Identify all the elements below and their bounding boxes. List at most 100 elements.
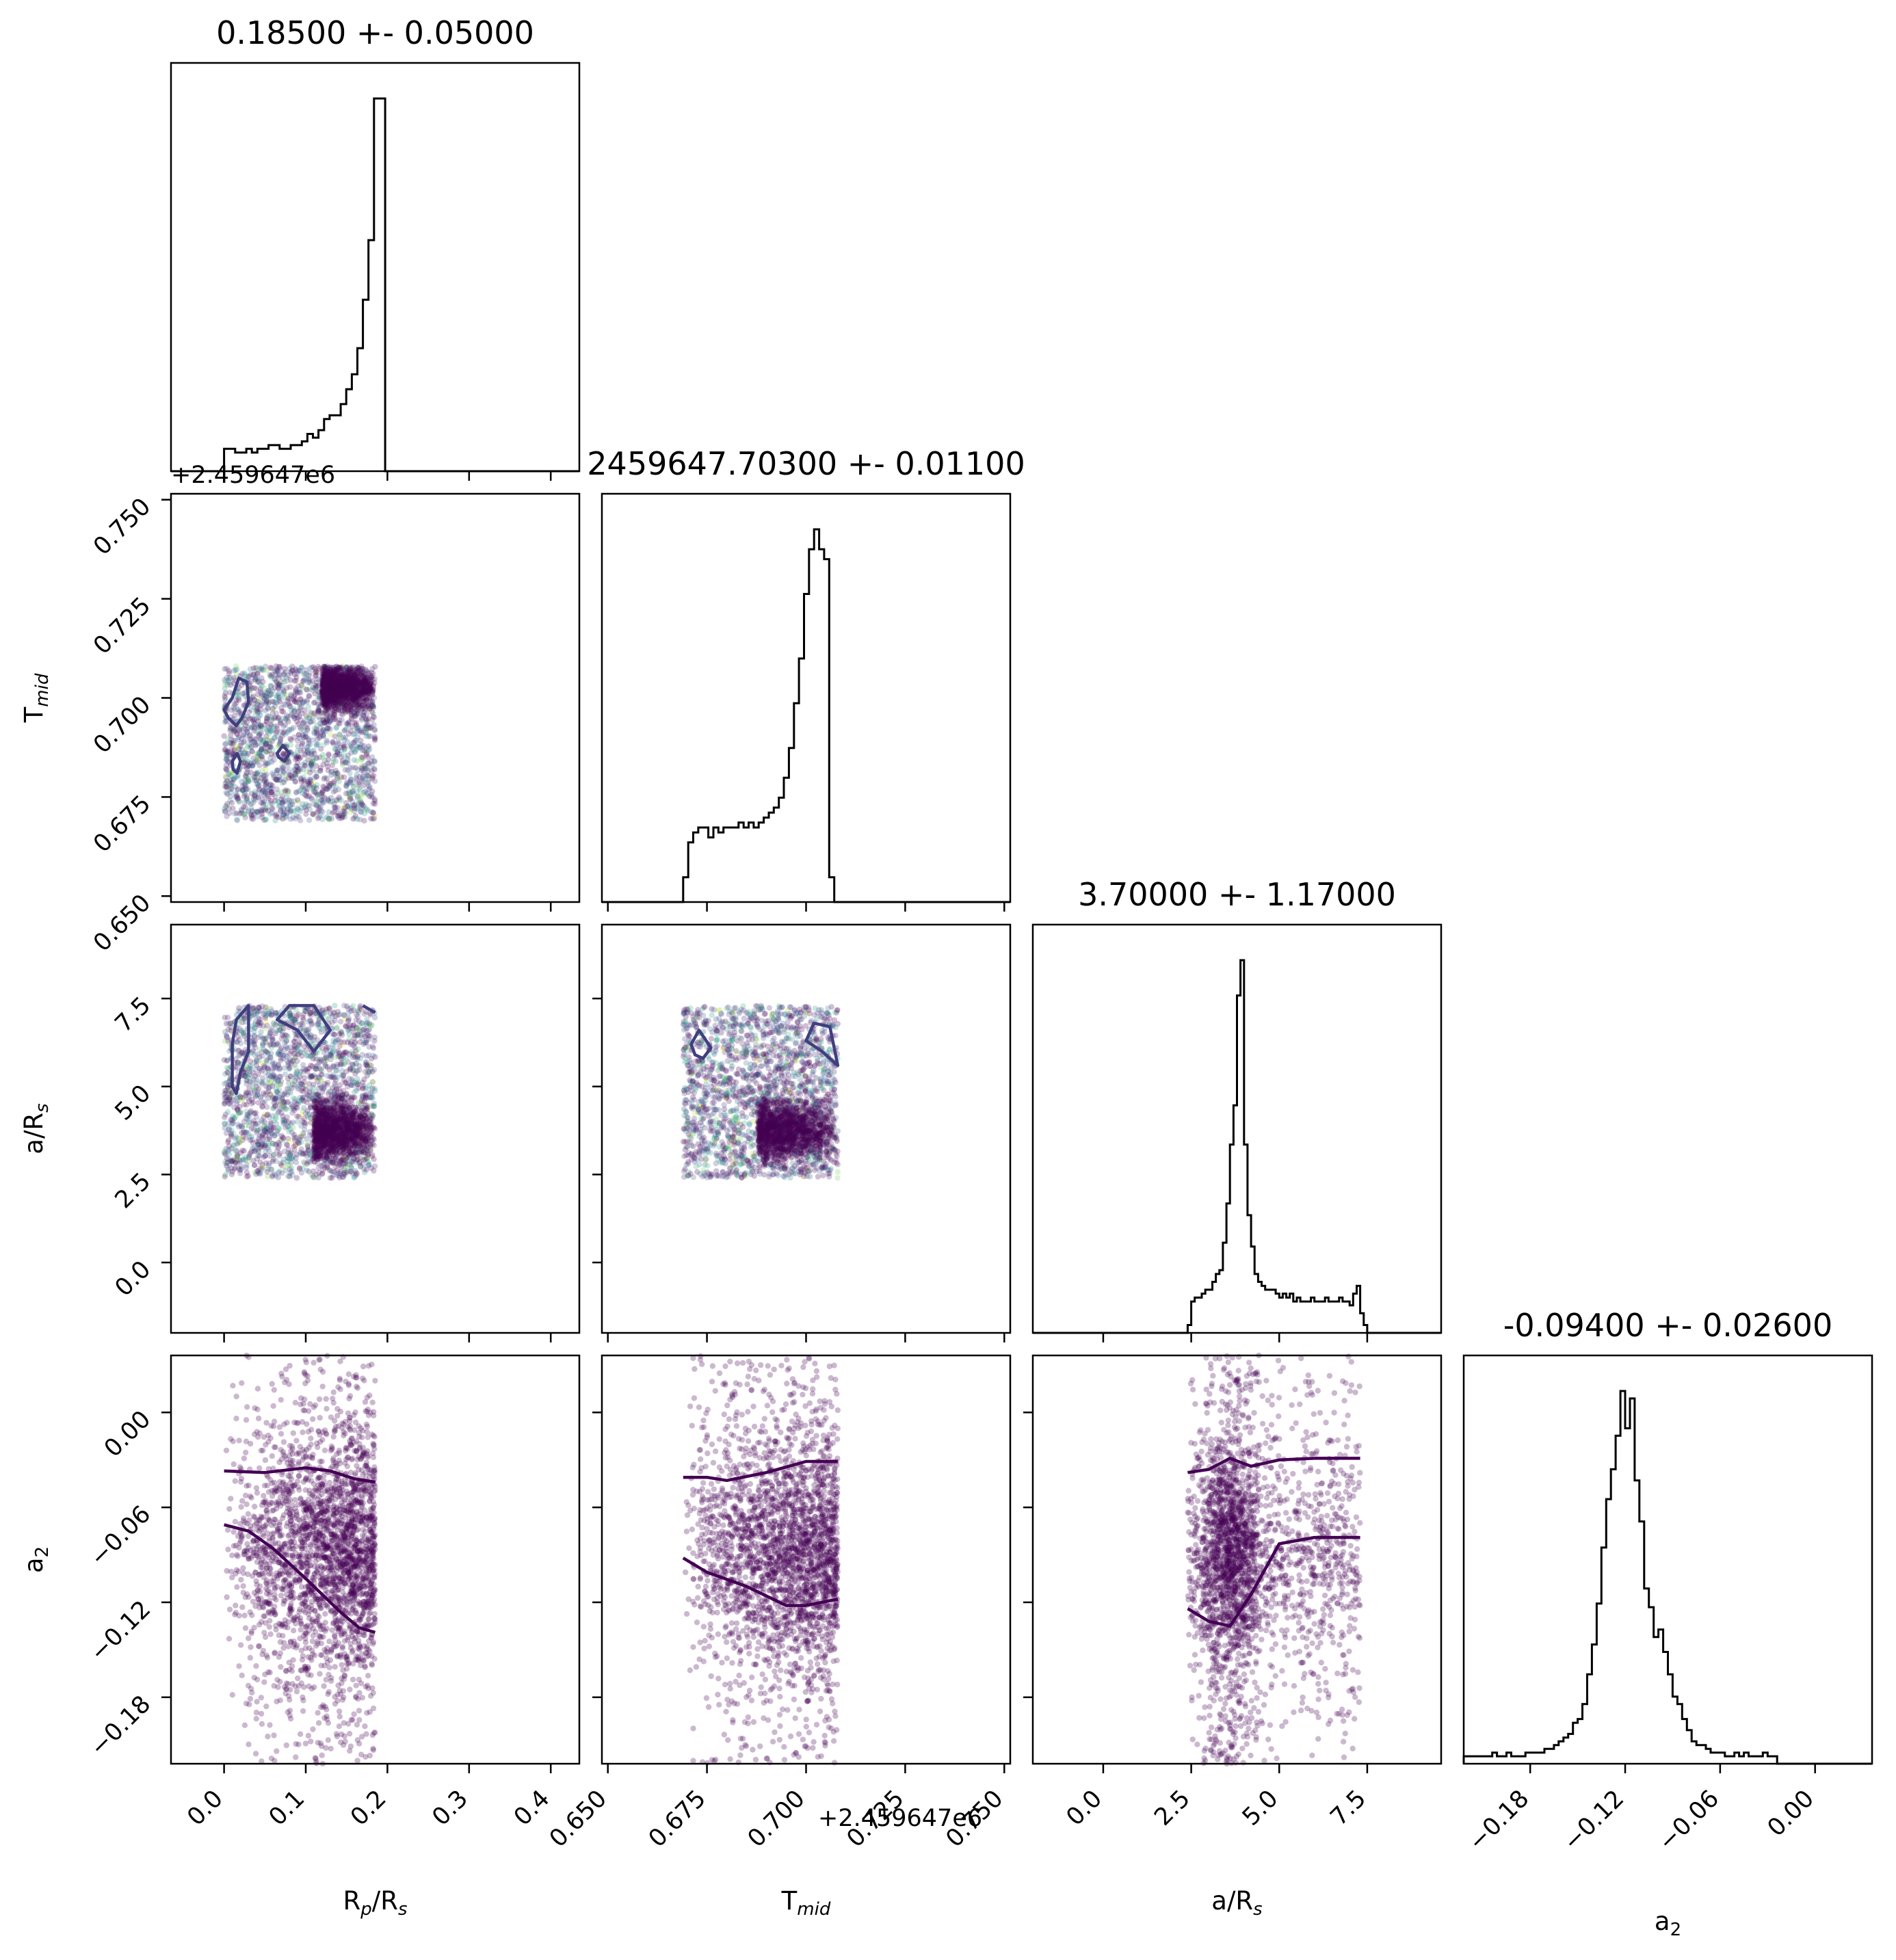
scatter-point <box>357 774 363 780</box>
scatter-point <box>345 757 350 763</box>
scatter-point <box>269 672 275 677</box>
scatter-point <box>270 747 276 752</box>
scatter-point <box>350 678 355 684</box>
scatter-point <box>315 708 321 713</box>
scatter-point <box>268 1028 274 1033</box>
scatter-point <box>293 778 298 784</box>
scatter-point <box>273 1022 278 1027</box>
scatter-point <box>291 1018 297 1023</box>
scatter-point <box>366 1052 371 1058</box>
scatter-point <box>288 693 293 698</box>
scatter-point <box>264 1112 269 1117</box>
scatter-point <box>303 802 308 807</box>
scatter-point <box>308 795 314 801</box>
scatter-point <box>332 805 338 810</box>
scatter-point <box>322 775 328 780</box>
scatter-point <box>287 1011 292 1016</box>
scatter-point <box>245 779 250 784</box>
scatter-point <box>342 727 347 732</box>
scatter-point <box>298 696 303 702</box>
scatter-point <box>274 777 280 782</box>
scatter-point <box>285 714 290 719</box>
scatter-point <box>261 773 266 778</box>
scatter-point <box>250 808 255 814</box>
scatter-point <box>357 817 363 822</box>
scatter-point <box>295 715 300 720</box>
scatter-point <box>365 754 370 760</box>
scatter-point <box>370 1044 376 1049</box>
scatter-point <box>246 1096 251 1102</box>
scatter-point <box>324 698 329 703</box>
scatter-point <box>354 706 359 712</box>
scatter-point <box>239 1148 245 1153</box>
scatter-point <box>300 1085 306 1091</box>
scatter-point <box>312 751 317 756</box>
scatter-point <box>358 1020 364 1026</box>
scatter-point <box>278 729 284 734</box>
scatter-point <box>298 754 303 760</box>
scatter-point <box>369 789 375 794</box>
scatter-point <box>353 738 358 743</box>
scatter-point <box>287 1126 293 1132</box>
scatter-point <box>358 663 364 669</box>
scatter-point <box>337 812 342 818</box>
scatter-point <box>263 749 269 754</box>
scatter-point <box>371 1168 376 1174</box>
scatter-point <box>280 1113 285 1119</box>
scatter-point <box>229 741 235 747</box>
scatter-point <box>292 808 298 813</box>
scatter-point <box>278 738 283 743</box>
scatter-point <box>231 675 237 680</box>
scatter-point <box>274 667 280 672</box>
scatter-point <box>222 773 228 779</box>
scatter-point <box>278 719 283 725</box>
scatter-point <box>224 675 229 680</box>
scatter-rp-ars <box>222 1003 378 1180</box>
scatter-point <box>300 741 305 746</box>
scatter-point <box>247 716 252 721</box>
scatter-point <box>348 708 354 714</box>
scatter-point <box>368 816 373 821</box>
scatter-point <box>241 739 246 745</box>
scatter-point <box>312 691 317 696</box>
scatter-point <box>298 808 303 814</box>
scatter-point <box>225 758 231 764</box>
scatter-point <box>241 812 247 817</box>
scatter-point <box>339 747 344 753</box>
scatter-point <box>325 690 330 696</box>
scatter-point <box>358 792 364 797</box>
scatter-point <box>224 784 230 790</box>
scatter-point <box>308 761 314 767</box>
scatter-point <box>246 763 251 768</box>
scatter-point <box>223 747 228 752</box>
scatter-point <box>304 1161 310 1167</box>
scatter-point <box>332 734 338 739</box>
scatter-point <box>341 753 347 758</box>
scatter-point <box>327 672 332 678</box>
scatter-point <box>288 803 293 808</box>
scatter-point <box>321 667 326 673</box>
scatter-point <box>288 772 293 778</box>
scatter-point <box>302 1122 307 1128</box>
scatter-point <box>267 727 272 732</box>
scatter-point <box>306 780 312 785</box>
scatter-point <box>325 767 330 773</box>
scatter-point <box>356 784 362 790</box>
scatter-point <box>265 713 270 719</box>
scatter-point <box>282 1167 288 1173</box>
scatter-point <box>354 670 360 676</box>
scatter-point <box>358 757 363 763</box>
scatter-point <box>300 1017 306 1022</box>
scatter-point <box>350 780 356 786</box>
scatter-point <box>272 700 278 705</box>
scatter-point <box>296 1042 302 1047</box>
scatter-point <box>362 810 367 816</box>
scatter-point <box>281 810 287 816</box>
scatter-point <box>348 796 354 802</box>
scatter-point <box>270 706 276 711</box>
scatter-point <box>261 698 266 704</box>
scatter-point <box>348 809 354 815</box>
scatter-point <box>229 707 235 713</box>
scatter-point <box>300 784 306 789</box>
scatter-point <box>363 1040 368 1046</box>
